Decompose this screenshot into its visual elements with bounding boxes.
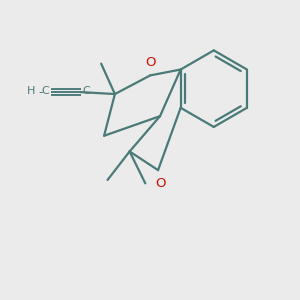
Text: O: O [155, 177, 166, 190]
Text: O: O [145, 56, 155, 68]
Text: H: H [27, 86, 35, 96]
Text: C: C [41, 86, 49, 96]
Text: C: C [82, 86, 90, 96]
Text: -: - [38, 85, 43, 99]
